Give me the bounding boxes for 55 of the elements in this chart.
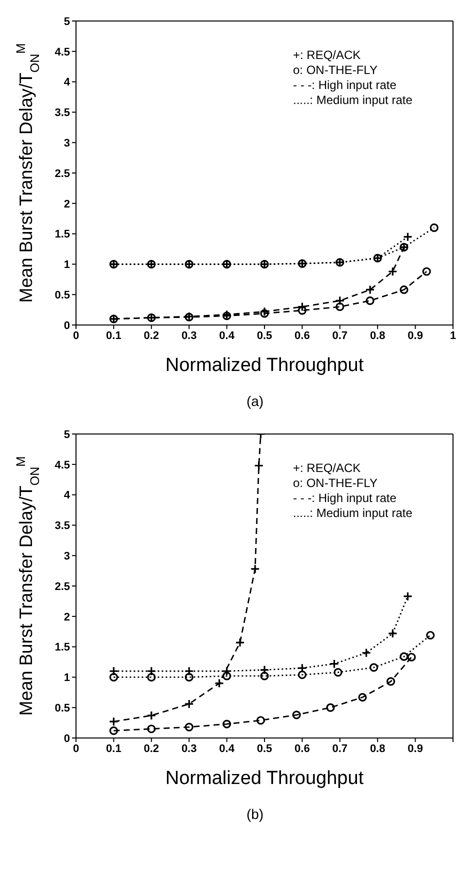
y-tick-label: 2.5 bbox=[54, 168, 70, 180]
y-tick-label: 3.5 bbox=[54, 520, 70, 532]
y-tick-label: 2 bbox=[64, 611, 70, 624]
x-tick-label: 0.2 bbox=[144, 330, 160, 342]
y-tick-label: 3 bbox=[64, 138, 70, 150]
y-tick-label: 2 bbox=[64, 198, 70, 210]
text: (b) bbox=[245, 806, 265, 822]
x-tick-label: 0.7 bbox=[332, 330, 348, 342]
x-tick-label: 0.5 bbox=[256, 742, 272, 755]
y-tick-label: 0.5 bbox=[54, 702, 70, 715]
y-tick-label: 3.5 bbox=[54, 107, 70, 120]
y-tick-label: 5 bbox=[64, 428, 70, 441]
x-tick-label: 0.3 bbox=[181, 742, 197, 755]
y-tick-label: 1.5 bbox=[54, 228, 70, 241]
annotation: - - -: High input rate bbox=[293, 491, 398, 506]
x-tick-label: 0.3 bbox=[181, 330, 197, 342]
x-tick-label: 0.4 bbox=[219, 330, 236, 342]
annotation: o: ON-THE-FLY bbox=[293, 476, 378, 491]
x-tick-label: 0.9 bbox=[408, 742, 423, 755]
x-axis-title: Normalized Throughput bbox=[165, 768, 364, 789]
y-tick-label: 4.5 bbox=[54, 459, 70, 472]
y-tick-label: 4 bbox=[64, 76, 71, 89]
x-tick-label: 0.6 bbox=[294, 330, 310, 342]
y-tick-label: 0 bbox=[64, 320, 70, 332]
x-tick-label: 0.9 bbox=[408, 330, 423, 342]
y-tick-label: 1 bbox=[64, 672, 70, 684]
y-tick-label: 0 bbox=[64, 732, 70, 745]
y-tick-label: 0.5 bbox=[54, 290, 70, 302]
x-tick-label: 0.6 bbox=[294, 742, 310, 755]
annotation: +: REQ/ACK bbox=[293, 48, 362, 63]
x-tick-label: 0.5 bbox=[256, 330, 272, 342]
y-tick-label: 3 bbox=[64, 550, 70, 563]
x-tick-label: 0.8 bbox=[370, 330, 386, 342]
y-tick-label: 2.5 bbox=[54, 580, 70, 593]
text: (a) bbox=[245, 393, 265, 409]
annotation: +: REQ/ACK bbox=[293, 461, 362, 476]
x-axis-title: Normalized Throughput bbox=[165, 355, 364, 376]
y-tick-label: 4 bbox=[64, 490, 71, 502]
x-tick-label: 0.7 bbox=[332, 742, 348, 755]
annotation: - - -: High input rate bbox=[293, 78, 398, 93]
y-tick-label: 5 bbox=[64, 16, 70, 28]
annotation: .....: Medium input rate bbox=[293, 93, 412, 108]
x-tick-label: 0.8 bbox=[370, 742, 386, 755]
x-tick-label: 0.4 bbox=[219, 742, 236, 755]
x-tick-label: 0.2 bbox=[144, 742, 160, 755]
x-tick-label: 0 bbox=[72, 742, 80, 755]
x-tick-label: 0.1 bbox=[106, 742, 122, 755]
annotation: .....: Medium input rate bbox=[293, 506, 412, 521]
annotation: o: ON-THE-FLY bbox=[293, 63, 378, 78]
x-tick-label: 0.1 bbox=[106, 330, 122, 342]
y-tick-label: 1.5 bbox=[54, 642, 70, 654]
x-tick-label: 1 bbox=[450, 330, 456, 342]
y-tick-label: 4.5 bbox=[54, 46, 70, 58]
y-tick-label: 1 bbox=[64, 259, 70, 272]
x-tick-label: 0 bbox=[72, 330, 80, 342]
